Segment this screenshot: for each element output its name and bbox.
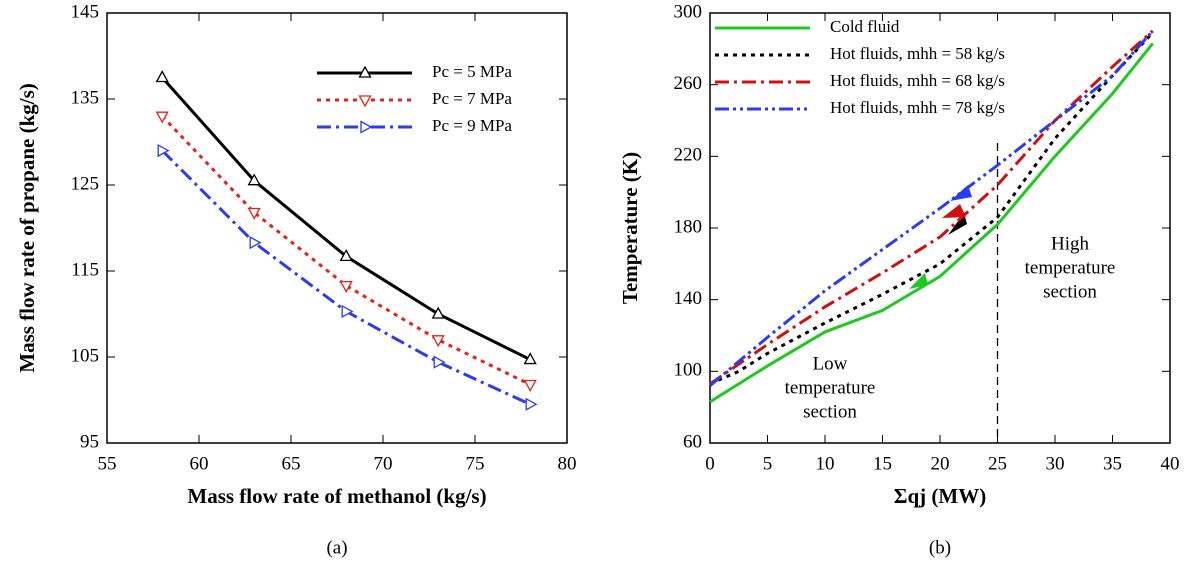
marker: [523, 379, 537, 392]
marker: [155, 70, 169, 83]
x-tick-label: 70: [374, 453, 393, 474]
series-line: [709, 31, 1154, 386]
legend-label: Hot fluids, mhh = 68 kg/s: [830, 71, 1005, 90]
caption: (b): [929, 537, 951, 558]
x-axis-label: Σqj (MW): [894, 484, 986, 508]
x-tick-label: 10: [816, 453, 835, 474]
annotation: temperature: [785, 377, 876, 398]
x-tick-label: 5: [763, 453, 773, 474]
annotation: High: [1051, 233, 1090, 254]
marker: [431, 306, 445, 319]
annotation: Low: [813, 353, 848, 374]
marker: [431, 335, 445, 348]
x-tick-label: 25: [988, 453, 1007, 474]
legend-marker: [358, 65, 372, 78]
y-tick-label: 105: [71, 345, 100, 366]
marker: [157, 144, 170, 158]
x-tick-label: 60: [190, 453, 209, 474]
marker: [249, 236, 262, 250]
y-tick-label: 145: [71, 1, 100, 22]
legend-marker: [358, 95, 372, 108]
x-tick-label: 30: [1046, 453, 1065, 474]
x-tick-label: 80: [558, 453, 577, 474]
y-axis-label: Mass flow rate of propane (kg/s): [15, 83, 39, 373]
legend-label: Pc = 7 MPa: [432, 89, 512, 108]
series-line: [709, 42, 1154, 404]
x-tick-label: 65: [282, 453, 301, 474]
y-tick-label: 260: [674, 73, 703, 94]
x-axis-label: Mass flow rate of methanol (kg/s): [187, 484, 486, 508]
caption: (a): [326, 537, 347, 558]
y-tick-label: 95: [80, 431, 99, 452]
legend-label: Cold fluid: [830, 17, 900, 36]
series-line: [709, 29, 1154, 387]
legend-label: Hot fluids, mhh = 78 kg/s: [830, 98, 1005, 117]
marker: [155, 111, 169, 124]
annotation: section: [803, 401, 857, 422]
marker: [523, 352, 537, 365]
marker: [339, 280, 353, 293]
y-tick-label: 100: [674, 360, 703, 381]
legend-marker: [360, 120, 373, 134]
x-tick-label: 15: [873, 453, 892, 474]
x-tick-label: 0: [705, 453, 715, 474]
series-line: [709, 29, 1154, 386]
marker: [341, 304, 354, 319]
legend-label: Hot fluids, mhh = 58 kg/s: [830, 44, 1005, 63]
y-axis-label: Temperature (K): [618, 152, 642, 304]
y-tick-label: 125: [71, 173, 100, 194]
x-tick-label: 55: [98, 453, 117, 474]
annotation: section: [1043, 281, 1097, 302]
marker: [247, 207, 261, 220]
series-line: [161, 149, 531, 406]
annotation: temperature: [1025, 257, 1116, 278]
marker: [433, 355, 446, 369]
y-tick-label: 60: [683, 431, 702, 452]
y-tick-label: 300: [674, 1, 703, 22]
y-tick-label: 115: [71, 259, 99, 280]
legend-label: Pc = 9 MPa: [432, 116, 512, 135]
y-tick-label: 135: [71, 87, 100, 108]
y-tick-label: 140: [674, 288, 703, 309]
plot-frame: [106, 12, 568, 444]
marker: [525, 397, 538, 411]
y-tick-label: 180: [674, 216, 703, 237]
legend-label: Pc = 5 MPa: [432, 62, 512, 81]
marker: [339, 249, 353, 262]
y-tick-label: 220: [674, 145, 703, 166]
x-tick-label: 75: [466, 453, 485, 474]
arrow-head: [942, 204, 966, 218]
x-tick-label: 35: [1103, 453, 1122, 474]
x-tick-label: 20: [931, 453, 950, 474]
marker: [247, 173, 261, 186]
x-tick-label: 40: [1161, 453, 1180, 474]
